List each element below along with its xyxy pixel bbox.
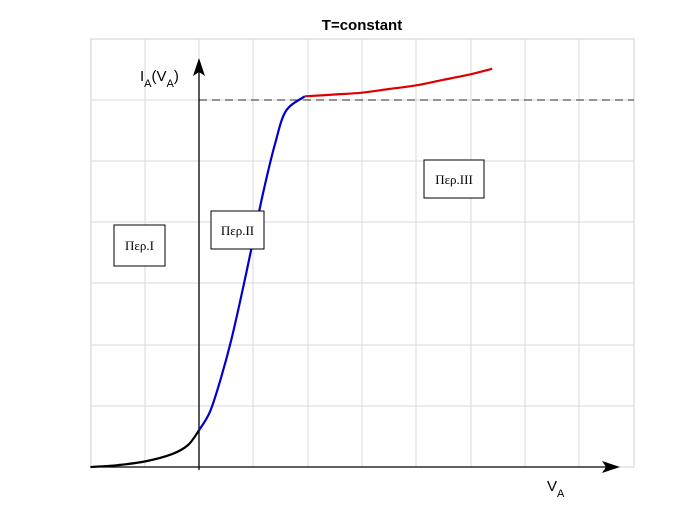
region-label-3: Περ.ΙΙΙ: [435, 172, 473, 187]
region-label-1: Περ.Ι: [125, 238, 154, 253]
chart-title: T=constant: [322, 17, 402, 34]
grid: [91, 39, 634, 467]
region-annotation-3: Περ.ΙΙΙ: [423, 159, 485, 199]
series-line-region-3: [304, 67, 493, 98]
series-layer: [90, 67, 493, 469]
y-axis-label: IA(VA): [140, 68, 179, 90]
x-axis-label: VA: [547, 478, 565, 500]
region-annotation-2: Περ.ΙΙ: [210, 210, 265, 250]
series-line-region-2: [198, 95, 306, 431]
x-axis-arrow: [602, 461, 620, 473]
region-label-2: Περ.ΙΙ: [221, 223, 254, 238]
series-line-region-1: [90, 429, 200, 469]
region-annotation-1: Περ.Ι: [113, 224, 166, 267]
y-axis-arrow: [193, 58, 205, 76]
